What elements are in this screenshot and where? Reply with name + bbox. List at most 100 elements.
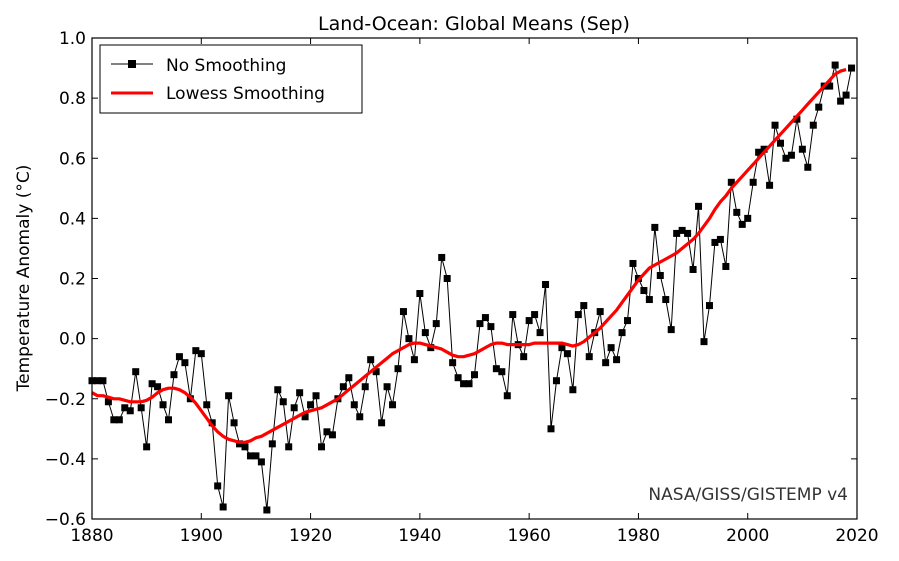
data-point: [531, 311, 539, 319]
data-point: [667, 326, 675, 334]
data-point: [465, 380, 473, 388]
data-point: [165, 416, 172, 424]
y-tick-label: −0.6: [45, 510, 86, 530]
data-point: [137, 404, 145, 412]
data-point: [110, 416, 118, 424]
data-point: [460, 380, 468, 388]
data-point: [268, 440, 276, 448]
data-point: [93, 377, 101, 385]
legend-box: [99, 44, 363, 114]
data-point: [241, 443, 249, 451]
data-point: [749, 178, 757, 186]
source-annotation: NASA/GISS/GISTEMP v4: [648, 485, 848, 505]
data-point: [301, 413, 309, 421]
data-point: [296, 389, 304, 397]
data-point: [574, 311, 582, 319]
data-point: [219, 503, 227, 511]
y-tick-label: −0.4: [45, 450, 86, 470]
data-point: [279, 398, 287, 406]
data-point: [421, 329, 429, 337]
data-point: [99, 377, 107, 385]
data-point: [552, 377, 560, 385]
data-point: [143, 443, 151, 451]
x-tick-label: 1880: [70, 526, 113, 546]
data-point: [323, 428, 331, 436]
x-tick-label: 1980: [617, 526, 660, 546]
data-point: [547, 425, 555, 433]
data-point: [345, 374, 353, 382]
data-point: [394, 365, 402, 373]
data-point: [487, 323, 495, 331]
data-point: [454, 374, 462, 382]
data-point: [438, 253, 446, 261]
data-point: [481, 314, 489, 322]
data-point: [755, 148, 763, 156]
data-point: [831, 61, 839, 69]
data-point: [356, 413, 364, 421]
data-point: [596, 308, 604, 316]
data-point: [121, 404, 129, 412]
data-point: [684, 229, 692, 237]
data-point: [115, 416, 123, 424]
data-point: [405, 335, 413, 343]
data-point: [503, 392, 511, 400]
data-point: [197, 350, 205, 358]
data-point: [416, 290, 424, 298]
data-point: [230, 419, 238, 427]
data-point: [432, 320, 440, 328]
data-point: [662, 296, 670, 304]
data-point: [399, 308, 407, 316]
data-point: [471, 371, 478, 379]
data-point: [214, 482, 222, 490]
data-point: [536, 329, 544, 337]
data-point: [645, 296, 653, 304]
data-point: [339, 383, 347, 391]
y-tick-label: 0.2: [59, 270, 86, 290]
series-line-no-smoothing: [92, 64, 852, 511]
data-point: [274, 386, 282, 394]
data-point: [290, 404, 298, 412]
data-point: [257, 458, 265, 466]
y-tick-label: 0.6: [59, 149, 86, 169]
data-point: [602, 359, 610, 367]
data-point: [389, 401, 397, 409]
data-point: [815, 103, 823, 111]
data-point: [372, 368, 380, 376]
data-point: [410, 356, 418, 364]
data-point: [673, 229, 681, 237]
x-tick-label: 1920: [289, 526, 332, 546]
data-point: [613, 356, 621, 364]
data-point: [208, 419, 216, 427]
data-point: [476, 320, 484, 328]
data-point: [181, 359, 189, 367]
data-point: [509, 311, 517, 319]
data-point: [148, 380, 156, 388]
data-point: [126, 407, 134, 415]
data-point: [798, 145, 806, 153]
data-point: [104, 398, 112, 406]
data-point: [804, 163, 812, 171]
data-point: [569, 386, 577, 394]
data-point: [782, 154, 790, 162]
data-point: [837, 97, 845, 105]
data-point: [498, 368, 506, 376]
data-point: [651, 223, 659, 231]
legend-marker-no-smoothing: [128, 60, 136, 68]
data-point: [558, 344, 566, 352]
data-point: [738, 220, 746, 228]
data-point: [154, 383, 162, 391]
data-point: [777, 139, 784, 147]
data-point: [318, 443, 325, 451]
x-tick-label: 2000: [726, 526, 769, 546]
x-tick-label: 1960: [508, 526, 551, 546]
data-point: [378, 419, 386, 427]
data-point: [727, 178, 735, 186]
data-point: [640, 287, 648, 295]
y-tick-label: 0.4: [59, 209, 86, 229]
data-point: [246, 452, 254, 460]
data-point: [520, 353, 528, 361]
x-tick-label: 2020: [835, 526, 878, 546]
data-point: [689, 265, 697, 273]
data-point: [624, 317, 631, 325]
data-point: [826, 82, 834, 90]
